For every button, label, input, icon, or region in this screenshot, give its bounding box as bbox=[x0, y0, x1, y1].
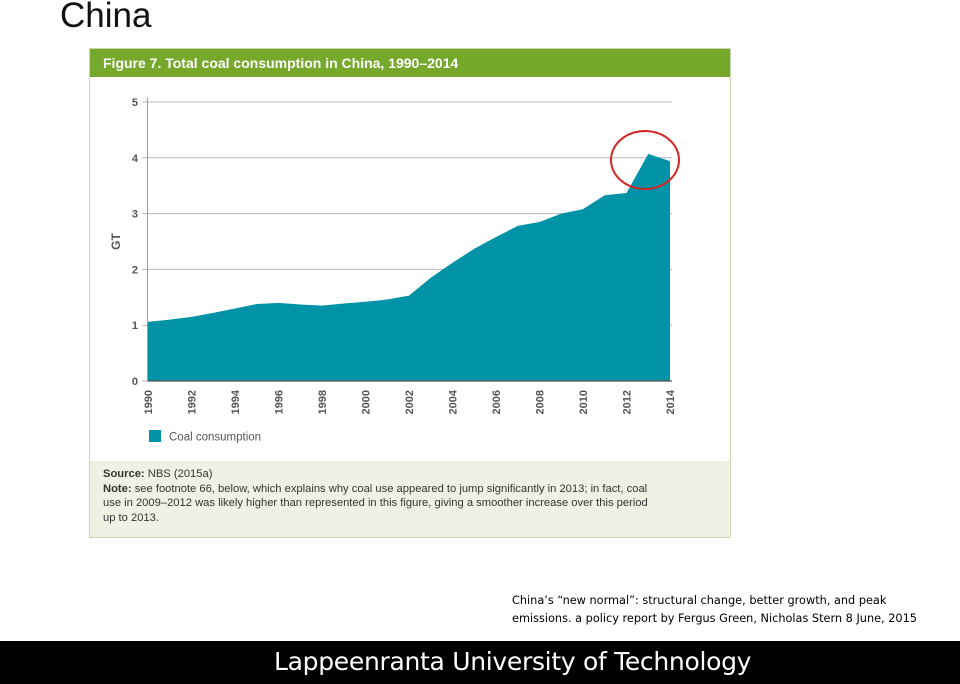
x-tick-label: 1998 bbox=[317, 390, 329, 414]
source-line: Source: NBS (2015a) bbox=[103, 467, 717, 482]
coal-consumption-chart: 0 1 2 3 4 5 GT 1990 1992 1994 1996 1998 2000 2002 2004… bbox=[109, 97, 677, 444]
footer-bar: Lappeenranta University of Technology bbox=[0, 641, 960, 684]
area-series-coal-consumption bbox=[148, 153, 670, 381]
y-tick-label: 3 bbox=[132, 209, 138, 221]
legend-label: Coal consumption bbox=[169, 432, 261, 444]
x-tick-label: 2014 bbox=[665, 389, 677, 414]
figure-panel: Figure 7. Total coal consumption in Chin… bbox=[89, 48, 731, 538]
x-tick-label: 2008 bbox=[535, 390, 547, 414]
legend-swatch bbox=[149, 430, 161, 442]
peak-highlight-circle bbox=[610, 130, 680, 190]
x-tick-label: 1996 bbox=[274, 390, 286, 414]
y-tick-label: 1 bbox=[132, 320, 138, 332]
footer-university-name: Lappeenranta University of Technology bbox=[274, 647, 752, 676]
y-tick-label: 2 bbox=[132, 264, 138, 276]
y-axis-label: GT bbox=[109, 233, 123, 250]
y-tick-label: 5 bbox=[132, 97, 138, 109]
note-label: Note: bbox=[103, 482, 132, 495]
slide-caption: China’s “new normal”: structural change,… bbox=[512, 592, 952, 628]
source-text: NBS (2015a) bbox=[147, 468, 213, 480]
x-tick-label: 2004 bbox=[448, 389, 460, 414]
caption-line-1: China’s “new normal”: structural change,… bbox=[512, 594, 887, 607]
x-tick-label: 2002 bbox=[404, 390, 416, 414]
x-tick-label: 2006 bbox=[491, 390, 503, 414]
figure-footer: Source: NBS (2015a) Note: see footnote 6… bbox=[90, 461, 730, 537]
note-line-1: Note: see footnote 66, below, which expl… bbox=[103, 482, 717, 497]
x-tick-label: 2010 bbox=[578, 390, 590, 414]
note-text-1: see footnote 66, below, which explains w… bbox=[134, 482, 648, 495]
caption-line-2: emissions. a policy report by Fergus Gre… bbox=[512, 612, 917, 625]
slide-title: China bbox=[60, 0, 152, 35]
y-tick-label: 4 bbox=[132, 153, 139, 165]
x-tick-label: 1994 bbox=[230, 389, 242, 414]
x-tick-label: 1992 bbox=[187, 390, 199, 414]
y-tick-label: 0 bbox=[132, 376, 138, 388]
x-tick-label: 2012 bbox=[622, 390, 634, 414]
note-line-2: use in 2009–2012 was likely higher than … bbox=[103, 497, 648, 509]
figure-header: Figure 7. Total coal consumption in Chin… bbox=[90, 49, 730, 77]
source-label: Source: bbox=[103, 468, 145, 480]
note-line-3: up to 2013. bbox=[103, 511, 159, 524]
x-tick-label: 1990 bbox=[143, 390, 155, 414]
x-tick-label: 2000 bbox=[361, 390, 373, 414]
